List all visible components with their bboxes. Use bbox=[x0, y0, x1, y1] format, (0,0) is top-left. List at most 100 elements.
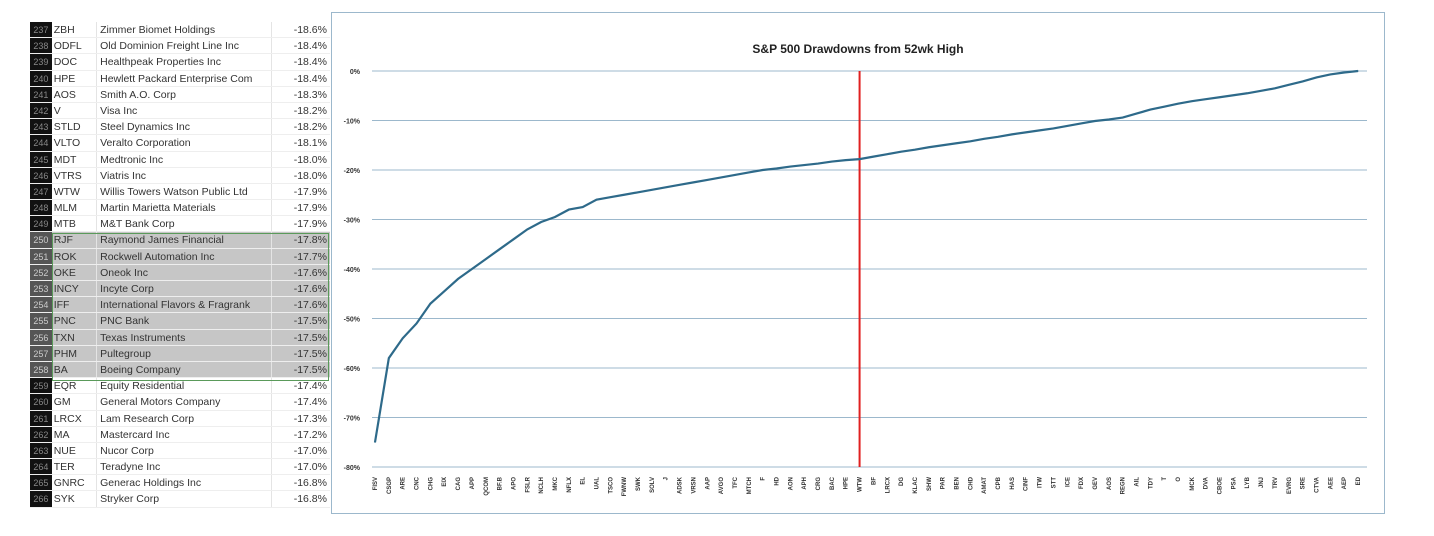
ticker-cell[interactable]: GM bbox=[52, 394, 98, 410]
ticker-cell[interactable]: MDT bbox=[52, 151, 98, 167]
row-number[interactable]: 262 bbox=[30, 426, 52, 442]
row-number[interactable]: 242 bbox=[30, 102, 52, 119]
company-name-cell[interactable]: Teradyne Inc bbox=[97, 459, 272, 475]
row-number[interactable]: 257 bbox=[30, 345, 52, 361]
row-number[interactable]: 243 bbox=[30, 119, 52, 135]
row-number[interactable]: 238 bbox=[30, 38, 52, 54]
drawdown-cell[interactable]: -17.0% bbox=[293, 461, 327, 474]
table-row[interactable]: 239 DOC Healthpeak Properties Inc -18.4% bbox=[30, 54, 330, 71]
table-row[interactable]: 253 INCY Incyte Corp -17.6% bbox=[30, 281, 330, 298]
drawdown-cell[interactable]: -17.6% bbox=[293, 283, 327, 295]
ticker-cell[interactable]: ODFL bbox=[52, 38, 98, 54]
ticker-cell[interactable]: OKE bbox=[52, 264, 98, 280]
table-row[interactable]: 259 EQR Equity Residential -17.4% bbox=[30, 378, 330, 395]
company-name-cell[interactable]: General Motors Company bbox=[97, 394, 272, 410]
drawdown-cell[interactable]: -17.5% bbox=[293, 315, 327, 328]
drawdown-cell[interactable]: -17.4% bbox=[293, 396, 327, 409]
row-number[interactable]: 249 bbox=[30, 216, 52, 232]
table-row[interactable]: 247 WTW Willis Towers Watson Public Ltd -17… bbox=[30, 183, 330, 201]
row-number[interactable]: 244 bbox=[30, 135, 52, 151]
company-name-cell[interactable]: Medtronic Inc bbox=[97, 151, 272, 167]
table-row[interactable]: 252 OKE Oneok Inc -17.6% bbox=[30, 264, 330, 281]
ticker-cell[interactable]: PHM bbox=[52, 345, 98, 361]
table-row[interactable]: 263 NUE Nucor Corp -17.0% bbox=[30, 442, 330, 460]
drawdown-cell[interactable]: -17.3% bbox=[293, 412, 327, 425]
row-number[interactable]: 261 bbox=[30, 410, 52, 426]
row-number[interactable]: 263 bbox=[30, 442, 52, 459]
drawdown-cell[interactable]: -18.0% bbox=[293, 153, 327, 166]
drawdown-cell[interactable]: -18.4% bbox=[293, 72, 327, 85]
ticker-cell[interactable]: MA bbox=[52, 426, 98, 442]
company-name-cell[interactable]: Stryker Corp bbox=[97, 491, 272, 507]
company-name-cell[interactable]: Veralto Corporation bbox=[97, 135, 272, 151]
company-name-cell[interactable]: M&T Bank Corp bbox=[97, 216, 272, 232]
company-name-cell[interactable]: Generac Holdings Inc bbox=[97, 475, 272, 491]
table-row[interactable]: 266 SYK Stryker Corp -16.8% bbox=[30, 491, 330, 508]
company-name-cell[interactable]: International Flavors & Fragrank bbox=[97, 297, 272, 313]
company-name-cell[interactable]: Nucor Corp bbox=[97, 442, 272, 459]
table-row[interactable]: 257 PHM Pultegroup -17.5% bbox=[30, 345, 330, 362]
drawdown-cell[interactable]: -17.9% bbox=[293, 185, 327, 198]
ticker-cell[interactable]: MTB bbox=[52, 216, 98, 232]
row-number[interactable]: 260 bbox=[30, 394, 52, 410]
ticker-cell[interactable]: PNC bbox=[52, 313, 98, 329]
ticker-cell[interactable]: NUE bbox=[52, 442, 98, 459]
ticker-cell[interactable]: IFF bbox=[52, 297, 98, 313]
row-number[interactable]: 237 bbox=[30, 22, 52, 38]
company-name-cell[interactable]: Raymond James Financial bbox=[97, 232, 272, 248]
ticker-cell[interactable]: WTW bbox=[52, 183, 98, 200]
drawdown-cell[interactable]: -17.9% bbox=[293, 202, 327, 215]
ticker-cell[interactable]: AOS bbox=[52, 86, 98, 102]
company-name-cell[interactable]: Zimmer Biomet Holdings bbox=[97, 22, 272, 38]
drawdown-cell[interactable]: -17.9% bbox=[293, 218, 327, 231]
table-row[interactable]: 240 HPE Hewlett Packard Enterprise Com -18.… bbox=[30, 70, 330, 87]
company-name-cell[interactable]: Pultegroup bbox=[97, 345, 272, 361]
row-number[interactable]: 264 bbox=[30, 459, 52, 475]
table-row[interactable]: 238 ODFL Old Dominion Freight Line Inc -18.… bbox=[30, 38, 330, 55]
drawdown-cell[interactable]: -18.4% bbox=[293, 40, 327, 53]
drawdown-cell[interactable]: -17.0% bbox=[293, 444, 327, 457]
drawdown-cell[interactable]: -18.2% bbox=[293, 121, 327, 134]
row-number[interactable]: 246 bbox=[30, 167, 52, 183]
row-number[interactable]: 256 bbox=[30, 329, 52, 345]
drawdown-cell[interactable]: -17.6% bbox=[293, 299, 327, 312]
row-number[interactable]: 248 bbox=[30, 200, 52, 216]
row-number[interactable]: 240 bbox=[30, 70, 52, 86]
row-number[interactable]: 258 bbox=[30, 361, 52, 378]
row-number[interactable]: 252 bbox=[30, 264, 52, 280]
table-row[interactable]: 244 VLTO Veralto Corporation -18.1% bbox=[30, 135, 330, 152]
company-name-cell[interactable]: Hewlett Packard Enterprise Com bbox=[97, 70, 272, 86]
company-name-cell[interactable]: Lam Research Corp bbox=[97, 410, 272, 426]
row-number[interactable]: 250 bbox=[30, 232, 52, 248]
ticker-cell[interactable]: TER bbox=[52, 459, 98, 475]
table-row[interactable]: 243 STLD Steel Dynamics Inc -18.2% bbox=[30, 119, 330, 136]
table-row[interactable]: 256 TXN Texas Instruments -17.5% bbox=[30, 329, 330, 346]
company-name-cell[interactable]: Martin Marietta Materials bbox=[97, 200, 272, 216]
table-row[interactable]: 241 AOS Smith A.O. Corp -18.3% bbox=[30, 86, 330, 103]
table-row[interactable]: 246 VTRS Viatris Inc -18.0% bbox=[30, 167, 330, 184]
drawdown-cell[interactable]: -17.5% bbox=[293, 363, 327, 376]
ticker-cell[interactable]: LRCX bbox=[52, 410, 98, 426]
company-name-cell[interactable]: Willis Towers Watson Public Ltd bbox=[97, 183, 272, 200]
drawdown-cell[interactable]: -18.6% bbox=[293, 24, 327, 36]
ticker-cell[interactable]: TXN bbox=[52, 329, 98, 345]
row-number[interactable]: 266 bbox=[30, 491, 52, 507]
table-row[interactable]: 237 ZBH Zimmer Biomet Holdings -18.6% bbox=[30, 22, 330, 39]
table-row[interactable]: 265 GNRC Generac Holdings Inc -16.8% bbox=[30, 475, 330, 492]
drawdown-cell[interactable]: -17.7% bbox=[293, 250, 327, 263]
drawdown-cell[interactable]: -18.4% bbox=[293, 56, 327, 69]
ticker-cell[interactable]: VLTO bbox=[52, 135, 98, 151]
ticker-cell[interactable]: RJF bbox=[52, 232, 98, 248]
company-name-cell[interactable]: Steel Dynamics Inc bbox=[97, 119, 272, 135]
company-name-cell[interactable]: Old Dominion Freight Line Inc bbox=[97, 38, 272, 54]
drawdown-cell[interactable]: -17.2% bbox=[293, 428, 327, 441]
company-name-cell[interactable]: Mastercard Inc bbox=[97, 426, 272, 442]
row-number[interactable]: 247 bbox=[30, 183, 52, 200]
table-row[interactable]: 254 IFF International Flavors & Fragrank -1… bbox=[30, 297, 330, 314]
drawdown-chart[interactable]: S&P 500 Drawdowns from 52wk High 0% -10% -2… bbox=[331, 12, 1385, 514]
drawdown-cell[interactable]: -16.8% bbox=[293, 493, 327, 506]
ticker-cell[interactable]: STLD bbox=[52, 119, 98, 135]
row-number[interactable]: 253 bbox=[30, 281, 52, 297]
table-row[interactable]: 251 ROK Rockwell Automation Inc -17.7% bbox=[30, 248, 330, 265]
table-row[interactable]: 245 MDT Medtronic Inc -18.0% bbox=[30, 151, 330, 168]
